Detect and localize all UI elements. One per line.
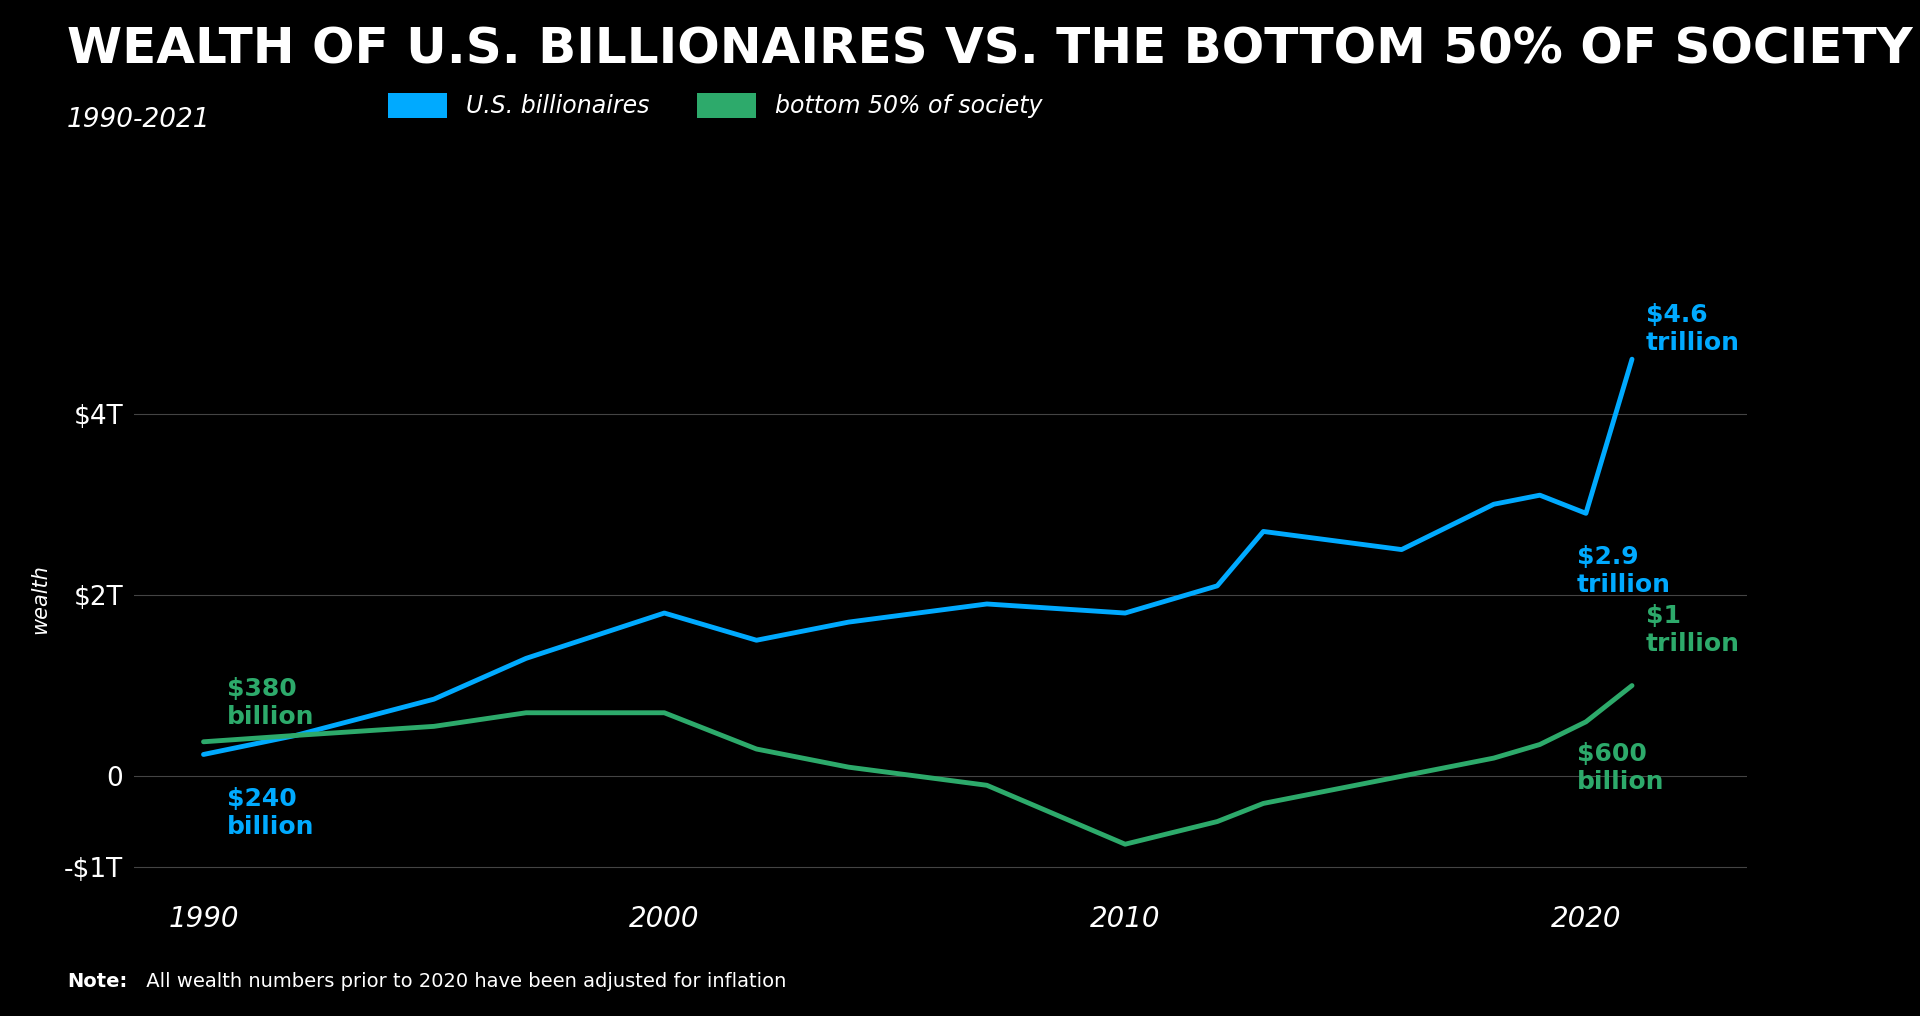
Text: Note:: Note:	[67, 971, 127, 991]
Text: All wealth numbers prior to 2020 have been adjusted for inflation: All wealth numbers prior to 2020 have be…	[140, 971, 787, 991]
Text: $4.6
trillion: $4.6 trillion	[1645, 303, 1740, 355]
Text: $380
billion: $380 billion	[227, 678, 315, 729]
Text: $240
billion: $240 billion	[227, 787, 315, 839]
Y-axis label: wealth: wealth	[31, 565, 50, 634]
Text: WEALTH OF U.S. BILLIONAIRES VS. THE BOTTOM 50% OF SOCIETY: WEALTH OF U.S. BILLIONAIRES VS. THE BOTT…	[67, 25, 1912, 73]
Text: 1990-2021: 1990-2021	[67, 107, 211, 133]
Legend: U.S. billionaires, bottom 50% of society: U.S. billionaires, bottom 50% of society	[388, 92, 1043, 119]
Text: $1
trillion: $1 trillion	[1645, 604, 1740, 655]
Text: $600
billion: $600 billion	[1576, 742, 1665, 793]
Text: $2.9
trillion: $2.9 trillion	[1576, 545, 1670, 596]
